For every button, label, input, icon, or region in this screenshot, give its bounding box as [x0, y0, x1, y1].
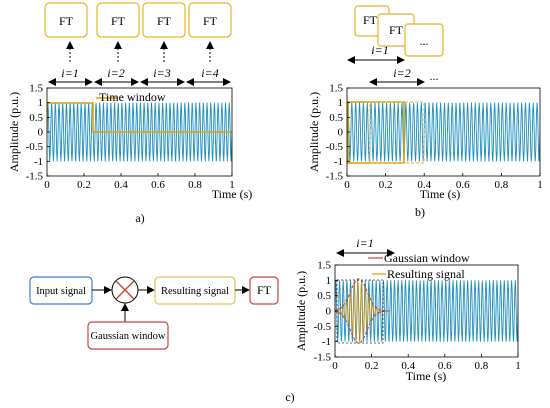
ft-box-a1: FT	[44, 2, 88, 38]
x-tick-label: 0.8	[188, 179, 202, 191]
y-axis-label: Amplitude (p.u.)	[294, 271, 308, 351]
time-window-line	[47, 102, 232, 133]
x-tick-label: 1	[229, 179, 235, 191]
x-tick-label: 1	[515, 360, 521, 372]
ft-label: FT	[157, 14, 172, 28]
ticks-a: 1.510.50-0.5-1-1.50 0.2 0.4 0.6 0.8 1	[26, 83, 235, 192]
y-tick-label: 0	[338, 127, 344, 139]
index-label: i=2	[393, 66, 410, 80]
y-tick-label: 1.5	[29, 83, 43, 95]
panel-caption: a)	[135, 211, 144, 225]
ft-label: FT	[389, 23, 404, 37]
resulting-signal-label: Resulting signal	[161, 286, 229, 297]
gaussian-window-box: Gaussian window	[87, 321, 169, 350]
x-tick-label: 0.8	[495, 179, 509, 191]
legend-resulting-signal: Resulting signal	[387, 267, 465, 281]
x-tick-label: 0.8	[475, 360, 489, 372]
ellipsis-label: ...	[420, 34, 429, 48]
y-tick-label: -0.5	[26, 141, 44, 153]
resulting-signal-box: Resulting signal	[154, 276, 236, 305]
x-tick-label: 0	[44, 179, 50, 191]
ft-box-a2: FT	[96, 2, 140, 38]
x-tick-label: 0	[344, 179, 350, 191]
x-axis-label: Time (s)	[212, 187, 253, 201]
x-tick-label: 0.4	[417, 179, 431, 191]
x-tick-label: 0.6	[438, 360, 452, 372]
y-tick-label: 1	[338, 97, 344, 109]
x-tick-label: 0.6	[151, 179, 165, 191]
ft-label: FT	[111, 14, 126, 28]
y-tick-label: 1	[326, 275, 332, 287]
resulting-signal-line	[335, 280, 390, 342]
ft-box-b3: ...	[404, 23, 444, 57]
ft-label: FT	[59, 14, 74, 28]
x-tick-label: 0.2	[379, 179, 393, 191]
x-tick-label: 0.6	[456, 179, 470, 191]
index-label: i=1	[356, 236, 373, 250]
signal-line	[347, 102, 540, 162]
y-tick-label: -1	[322, 336, 331, 348]
index-label: i=1	[61, 66, 78, 80]
index-label: i=1	[371, 43, 388, 57]
signal-line	[335, 280, 518, 342]
y-tick-label: -1.5	[326, 171, 344, 183]
ft-box-c: FT	[249, 276, 279, 305]
y-tick-label: 0.5	[317, 290, 331, 302]
y-tick-label: 0.5	[329, 112, 343, 124]
window-region	[336, 279, 384, 344]
y-tick-label: 1.5	[329, 83, 343, 95]
y-axis-label: Amplitude (p.u.)	[7, 92, 21, 172]
ticks-c: 1.510.50-0.5-1-1.50 0.2 0.4 0.6 0.8 1	[314, 260, 521, 373]
y-tick-label: 0	[38, 127, 44, 139]
y-tick-label: 0	[326, 306, 332, 318]
y-tick-label: -0.5	[326, 141, 344, 153]
x-axis-label: Time (s)	[406, 369, 447, 383]
panel-caption: b)	[415, 205, 425, 219]
panel-b: FT FT ... i=1 i=2 ... 1.5 1 0.5 0 -0.5 -1 -1.5…	[307, 5, 543, 219]
x-tick-label: 0	[332, 360, 338, 372]
ft-label: FT	[203, 14, 218, 28]
index-label: i=3	[153, 66, 170, 80]
x-tick-label: 0.2	[365, 360, 379, 372]
x-tick-label: 1	[537, 179, 543, 191]
ft-label: FT	[257, 283, 272, 297]
ft-label: FT	[363, 13, 378, 27]
y-tick-label: 1	[38, 97, 44, 109]
y-tick-label: -1	[334, 156, 343, 168]
x-tick-label: 0.4	[401, 360, 415, 372]
y-tick-label: -1.5	[26, 171, 44, 183]
time-window-annotation: Time window	[99, 90, 166, 104]
x-tick-label: 0.4	[114, 179, 128, 191]
ticks-b: 1.510.50-0.5-1-1.50 0.2 0.4 0.6 0.8 1	[326, 83, 543, 192]
window-2	[369, 101, 425, 164]
gaussian-window-line	[335, 278, 390, 344]
input-signal-box: Input signal	[29, 276, 93, 305]
y-tick-label: 0.5	[29, 112, 43, 124]
input-signal-label: Input signal	[36, 286, 86, 297]
y-axis-label: Amplitude (p.u.)	[307, 92, 321, 172]
multiplier-node	[111, 276, 139, 304]
y-tick-label: -1.5	[314, 352, 332, 364]
legend-gaussian-window: Gaussian window	[384, 251, 470, 265]
ft-box-a4: FT	[188, 2, 232, 38]
panel-caption: c)	[285, 390, 294, 404]
index-label: i=2	[107, 66, 124, 80]
ft-box-a3: FT	[142, 2, 186, 38]
x-axis-label: Time (s)	[420, 187, 461, 201]
y-tick-label: -0.5	[314, 321, 332, 333]
y-tick-label: 1.5	[317, 260, 331, 272]
x-tick-label: 0.2	[77, 179, 91, 191]
index-label: i=4	[201, 66, 218, 80]
y-tick-label: -1	[34, 156, 43, 168]
panel-c: Input signal Resulting signal FT Gaussia…	[29, 236, 521, 404]
panel-a: FT FT FT FT i=1 i=2 i=3 i=4	[7, 2, 253, 225]
index-ellipsis: ...	[430, 69, 439, 83]
gaussian-window-label: Gaussian window	[91, 331, 166, 342]
